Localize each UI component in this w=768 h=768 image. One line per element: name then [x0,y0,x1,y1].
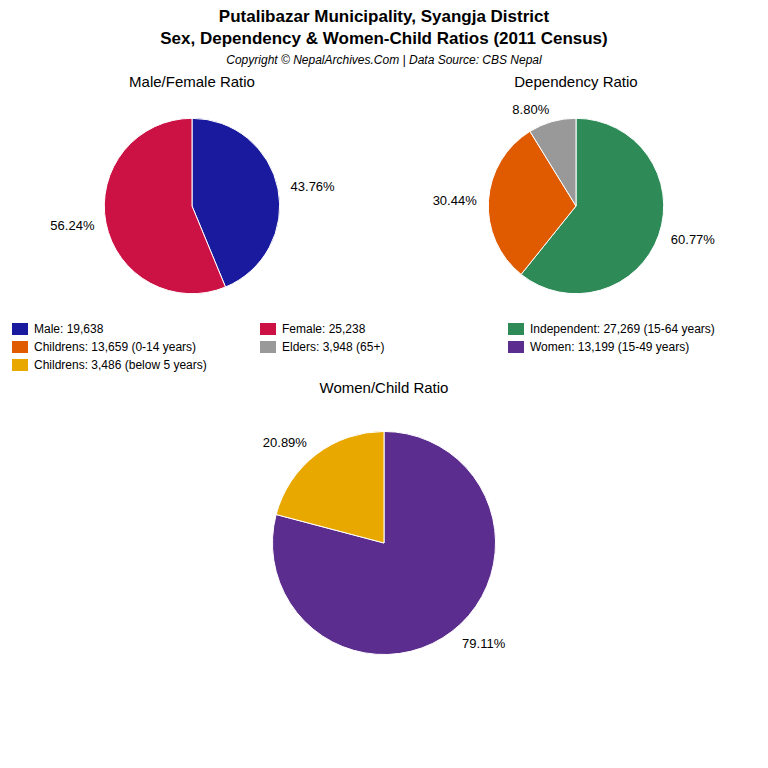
svg-text:60.77%: 60.77% [671,232,716,247]
html-text:Copyright © NepalArchives.Com: Copyright © NepalArchives.Com | Data Sou… [226,53,542,67]
svg-text:79.11%: 79.11% [462,636,506,651]
html-text:Women/Child Ratio: Women/Child Ratio [319,379,449,396]
html-text:Putalibazar Municipality, Syan: Putalibazar Municipality, Syangja Distri… [218,7,550,26]
svg-text:56.24%: 56.24% [50,218,95,233]
svg-text:20.89%: 20.89% [263,435,308,450]
svg-text:43.76%: 43.76% [291,179,336,194]
svg-text:30.44%: 30.44% [433,192,478,207]
html-text:Childrens: 13,659 (0-14 years): Childrens: 13,659 (0-14 years) [34,340,197,354]
html-text:Women: 13,199 (15-49 years): Women: 13,199 (15-49 years) [530,340,690,354]
html-text:Male/Female Ratio: Male/Female Ratio [129,73,255,90]
html-text:Childrens: 3,486 (below 5 year: Childrens: 3,486 (below 5 years) [34,358,207,372]
html-text:Independent: 27,269 (15-64 yea: Independent: 27,269 (15-64 years) [530,322,715,336]
html-text:Dependency Ratio: Dependency Ratio [514,73,638,90]
html-text:Elders: 3,948 (65+): Elders: 3,948 (65+) [282,340,385,354]
html-text:Sex, Dependency & Women-Child: Sex, Dependency & Women-Child Ratios (20… [160,29,608,48]
html-text:Female: 25,238: Female: 25,238 [282,322,366,336]
html-text:Male: 19,638: Male: 19,638 [34,322,104,336]
svg-text:8.80%: 8.80% [512,102,549,117]
